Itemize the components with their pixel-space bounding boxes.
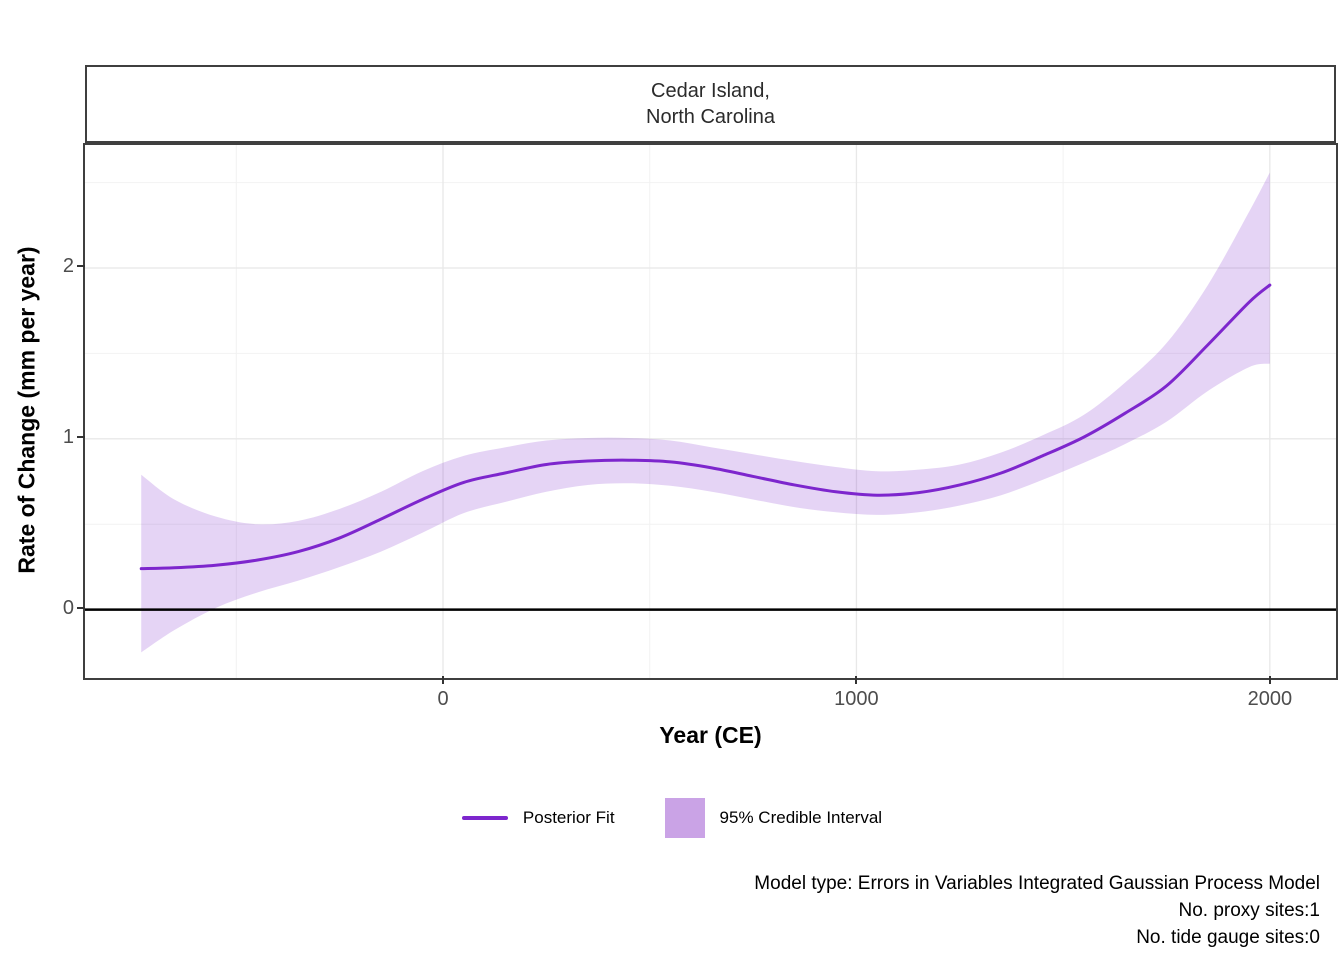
posterior-fit-line-swatch xyxy=(461,800,508,836)
caption: Model type: Errors in Variables Integrat… xyxy=(754,870,1320,951)
y-tick-mark xyxy=(77,265,85,267)
y-tick-label: 2 xyxy=(62,255,74,277)
legend: Posterior Fit 95% Credible Interval xyxy=(0,795,1344,841)
y-tick-mark xyxy=(77,435,85,438)
plot-canvas xyxy=(85,145,1336,678)
x-axis-title: Year (CE) xyxy=(659,722,762,748)
x-tick-mark xyxy=(855,676,858,684)
legend-label-posterior-fit: Posterior Fit xyxy=(522,808,615,827)
legend-label-credible-interval: 95% Credible Interval xyxy=(719,808,883,827)
x-tick-label: 2000 xyxy=(1247,688,1293,710)
facet-strip: Cedar Island, North Carolina xyxy=(85,65,1336,143)
y-tick-label: 1 xyxy=(62,425,74,448)
facet-strip-title: Cedar Island, North Carolina xyxy=(646,80,775,128)
x-tick-mark xyxy=(442,676,445,684)
legend-item-credible-interval: 95% Credible Interval xyxy=(664,798,883,838)
credible-interval-ribbon xyxy=(141,172,1270,653)
x-tick-mark xyxy=(1268,676,1271,684)
y-tick-label: 0 xyxy=(62,596,74,619)
caption-proxy-sites: No. proxy sites:1 xyxy=(1178,900,1321,921)
x-tick-label: 0 xyxy=(437,688,449,710)
x-tick-label: 1000 xyxy=(834,688,879,710)
plot-panel xyxy=(83,143,1338,680)
legend-item-posterior-fit: Posterior Fit xyxy=(461,800,615,836)
posterior-fit-line xyxy=(139,283,1272,571)
credible-interval-fill-swatch xyxy=(664,798,705,838)
caption-tide-gauge-sites: No. tide gauge sites:0 xyxy=(1136,927,1320,948)
y-tick-mark xyxy=(77,606,85,609)
caption-model-type: Model type: Errors in Variables Integrat… xyxy=(754,873,1320,894)
